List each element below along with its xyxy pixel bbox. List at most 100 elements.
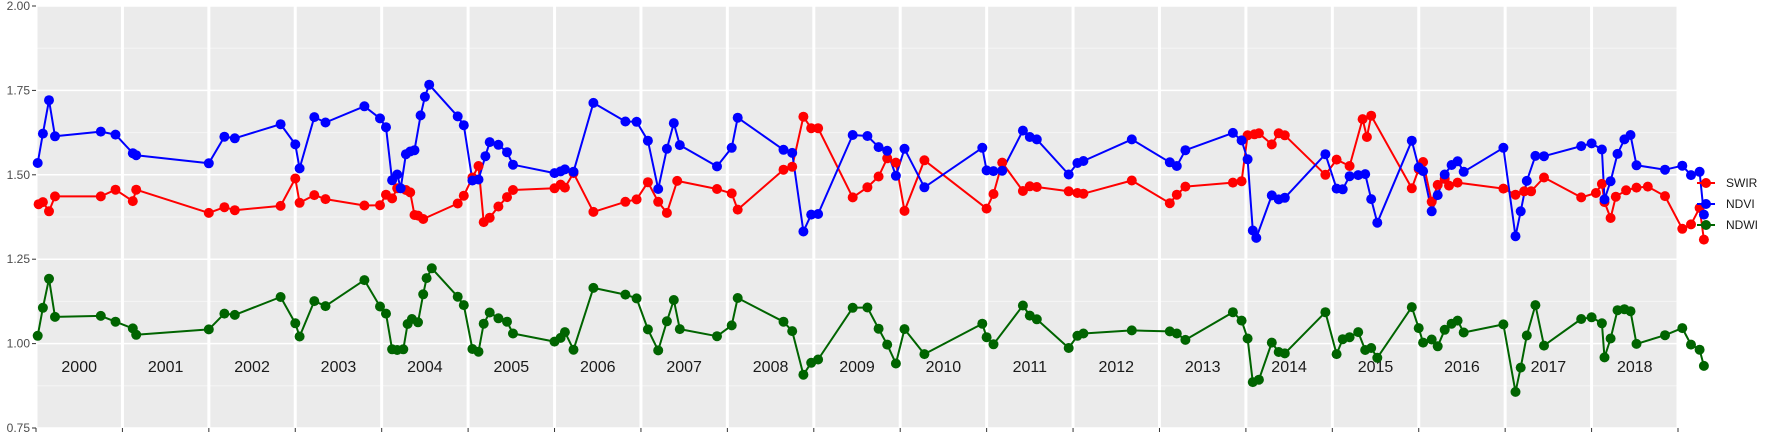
- data-point-ndvi: [787, 147, 798, 158]
- data-point-ndwi: [1439, 324, 1450, 335]
- data-point-ndwi: [359, 275, 370, 286]
- data-point-ndwi: [1596, 318, 1607, 329]
- data-point-ndvi: [294, 163, 305, 174]
- y-tick-label: 1.75: [7, 83, 31, 97]
- data-point-ndvi: [452, 111, 463, 122]
- year-label: 2008: [753, 359, 789, 376]
- data-point-ndwi: [862, 302, 873, 313]
- data-point-ndvi: [37, 128, 48, 139]
- data-point-ndwi: [1694, 344, 1705, 355]
- data-point-ndwi: [873, 323, 884, 334]
- data-point-swir: [290, 173, 301, 184]
- data-point-ndwi: [1530, 300, 1541, 311]
- data-point-ndwi: [413, 317, 423, 328]
- data-point-swir: [44, 206, 54, 217]
- data-point-ndwi: [44, 273, 54, 284]
- data-point-swir: [1576, 192, 1587, 203]
- data-point-swir: [620, 196, 631, 207]
- data-point-ndvi: [1279, 192, 1290, 203]
- year-label: 2014: [1271, 359, 1307, 376]
- data-point-swir: [1126, 175, 1137, 186]
- legend-label-ndvi: NDVI: [1726, 197, 1755, 211]
- data-point-swir: [732, 204, 743, 215]
- data-point-ndvi: [890, 170, 901, 181]
- data-point-swir: [1366, 110, 1377, 121]
- data-point-ndwi: [1331, 349, 1342, 360]
- year-label: 2015: [1358, 359, 1394, 376]
- data-point-ndvi: [131, 150, 142, 161]
- data-point-swir: [508, 185, 518, 195]
- data-point-ndwi: [110, 316, 121, 327]
- data-point-swir: [653, 196, 664, 207]
- data-point-ndvi: [1530, 150, 1541, 161]
- data-point-ndvi: [203, 158, 214, 169]
- data-point-swir: [405, 187, 416, 198]
- y-tick-label: 2.00: [7, 0, 31, 13]
- data-point-ndwi: [1631, 338, 1642, 349]
- data-point-swir: [1610, 191, 1621, 202]
- data-point-swir: [787, 161, 798, 172]
- data-point-ndwi: [290, 318, 301, 329]
- data-point-swir: [890, 157, 901, 168]
- data-point-ndvi: [620, 116, 631, 127]
- data-point-ndwi: [426, 263, 437, 274]
- y-tick-label: 0.75: [7, 421, 31, 435]
- data-point-ndvi: [847, 130, 858, 140]
- series-layer: [32, 79, 1709, 397]
- data-point-ndwi: [1320, 307, 1331, 318]
- data-point-ndvi: [1458, 166, 1469, 177]
- data-point-swir: [899, 205, 910, 216]
- data-point-ndvi: [568, 166, 579, 177]
- data-point-swir: [813, 123, 824, 134]
- data-point-ndvi: [44, 95, 54, 106]
- year-label: 2000: [61, 359, 97, 376]
- data-point-ndvi: [1576, 141, 1587, 152]
- data-point-ndwi: [977, 318, 988, 329]
- data-point-ndvi: [882, 145, 893, 156]
- data-point-ndwi: [473, 346, 484, 357]
- data-point-ndwi: [421, 273, 432, 284]
- data-point-swir: [1519, 186, 1530, 197]
- data-point-ndvi: [1180, 145, 1191, 156]
- data-point-swir: [1686, 219, 1696, 230]
- data-point-swir: [862, 182, 873, 193]
- data-point-ndvi: [988, 166, 999, 177]
- data-point-ndvi: [1625, 130, 1636, 140]
- data-point-ndvi: [493, 139, 504, 150]
- data-point-ndvi: [899, 143, 910, 154]
- data-point-ndvi: [392, 169, 403, 180]
- year-label: 2010: [926, 359, 962, 376]
- data-point-ndvi: [1320, 149, 1331, 160]
- data-point-ndvi: [375, 113, 385, 124]
- data-point-swir: [1357, 114, 1368, 125]
- data-point-ndwi: [131, 329, 142, 340]
- data-point-ndvi: [1586, 138, 1597, 149]
- data-point-ndvi: [1344, 171, 1355, 182]
- data-point-swir: [127, 196, 138, 207]
- data-point-swir: [1539, 172, 1549, 183]
- data-point-ndwi: [631, 293, 642, 304]
- data-point-ndwi: [1031, 314, 1042, 325]
- data-point-swir: [1227, 177, 1238, 188]
- data-point-ndvi: [1171, 161, 1182, 171]
- data-point-ndvi: [1631, 160, 1642, 171]
- data-point-ndvi: [1017, 125, 1028, 136]
- legend-label-ndwi: NDWI: [1726, 218, 1758, 232]
- data-point-swir: [1526, 186, 1537, 197]
- data-point-ndvi: [1227, 127, 1238, 138]
- data-point-ndwi: [229, 309, 240, 320]
- data-point-ndwi: [890, 358, 901, 369]
- year-label: 2001: [148, 359, 184, 376]
- data-point-ndvi: [873, 142, 884, 153]
- data-point-ndwi: [1586, 312, 1597, 323]
- data-point-ndvi: [1686, 170, 1696, 181]
- data-point-ndwi: [732, 293, 743, 303]
- data-point-swir: [1660, 191, 1670, 202]
- data-point-swir: [1236, 176, 1247, 187]
- data-point-ndwi: [1344, 332, 1355, 343]
- y-tick-label: 1.00: [7, 337, 31, 351]
- data-point-ndwi: [1078, 328, 1089, 339]
- data-point-swir: [1279, 130, 1290, 141]
- year-label: 2017: [1531, 359, 1567, 376]
- grid-layer: [34, 5, 1680, 432]
